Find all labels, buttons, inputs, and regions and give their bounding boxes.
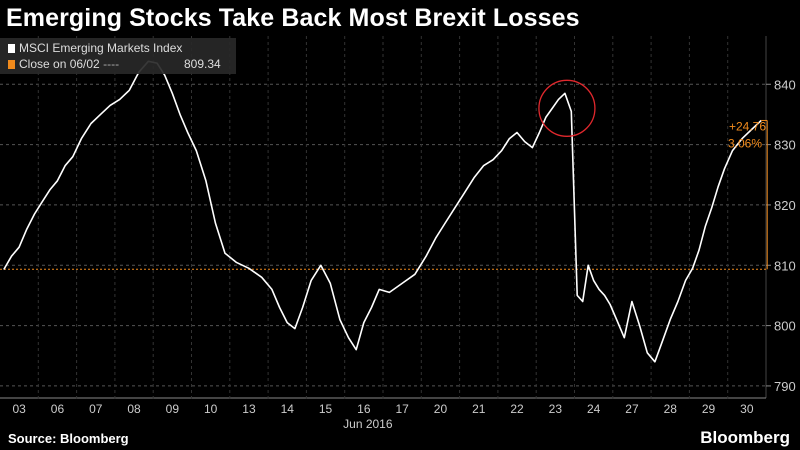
x-tick-label: 30 [740,402,754,416]
y-tick-label: 820 [774,198,796,213]
legend-reference-label: Close on 06/02 [19,57,100,71]
legend-reference-row: Close on 06/02 ---- [8,57,119,71]
legend-series-row: MSCI Emerging Markets Index [8,41,182,55]
x-tick-label: 27 [625,402,639,416]
x-tick-label: 03 [12,402,26,416]
brand-logo: Bloomberg [700,428,790,447]
x-tick-label: 06 [51,402,65,416]
x-tick-label: 09 [166,402,180,416]
x-tick-label: 10 [204,402,218,416]
reference-swatch-icon [8,60,15,69]
y-tick-label: 840 [774,77,796,92]
x-tick-label: 20 [434,402,448,416]
x-tick-label: 17 [395,402,409,416]
y-tick-label: 800 [774,319,796,334]
x-tick-label: 13 [242,402,256,416]
x-tick-label: 28 [664,402,678,416]
legend-reference-value: 809.34 [184,57,221,71]
x-axis-label: Jun 2016 [343,417,393,431]
y-tick-label: 790 [774,379,796,394]
x-tick-label: 14 [281,402,295,416]
y-tick-label: 830 [774,138,796,153]
series-line-msci-em [3,60,762,363]
y-tick-label: 810 [774,258,796,273]
x-tick-label: 07 [89,402,103,416]
chart-title: Emerging Stocks Take Back Most Brexit Lo… [6,4,580,32]
series-swatch-icon [8,44,15,53]
legend-reference-dash: ---- [103,57,120,71]
source-note: Source: Bloomberg [8,431,129,446]
x-tick-label: 22 [510,402,524,416]
change-pct-label: 3.06% [728,136,762,150]
brexit-highlight-circle [538,79,596,137]
change-abs-label: +24.76 [729,119,766,133]
x-tick-label: 29 [702,402,716,416]
x-tick-label: 24 [587,402,601,416]
x-tick-label: 08 [127,402,141,416]
legend-series-label: MSCI Emerging Markets Index [19,41,183,55]
x-tick-label: 16 [357,402,371,416]
legend: MSCI Emerging Markets Index Close on 06/… [0,38,236,74]
x-tick-label: 23 [549,402,563,416]
x-tick-label: 21 [472,402,486,416]
x-tick-label: 15 [319,402,333,416]
